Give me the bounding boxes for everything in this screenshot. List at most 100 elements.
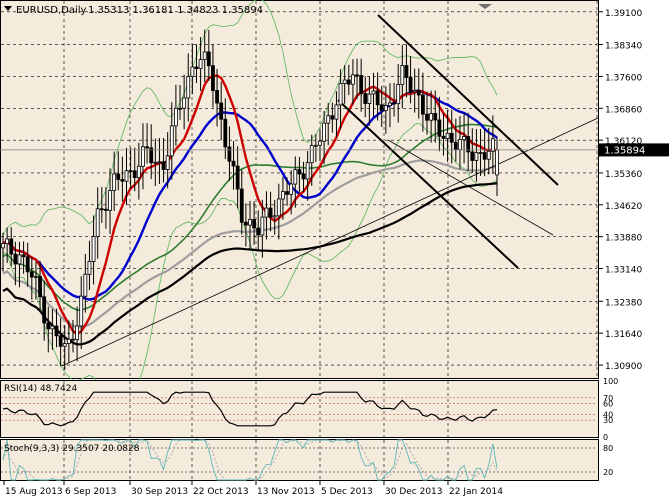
candle-body xyxy=(338,83,343,106)
time-tick-label: 30 Sep 2013 xyxy=(131,487,188,497)
candle-body xyxy=(305,162,310,180)
candle-body xyxy=(400,65,405,85)
candle-body xyxy=(289,183,294,195)
candle-body xyxy=(351,74,355,85)
candle-body xyxy=(367,93,372,104)
candle-body xyxy=(285,191,289,195)
window-title: EURUSD,Daily xyxy=(16,5,87,16)
candle-body xyxy=(264,207,269,218)
price-tick-label: 1.38340 xyxy=(605,42,642,52)
candle-body xyxy=(326,115,331,124)
candle-body xyxy=(495,149,499,176)
candle-body xyxy=(145,146,149,149)
candle-body xyxy=(231,160,236,167)
candle-body xyxy=(169,125,174,157)
candle-body xyxy=(281,191,285,200)
candle-body xyxy=(21,254,26,258)
candle-body xyxy=(342,79,347,84)
time-tick-label: 22 Oct 2013 xyxy=(193,487,249,497)
upper-band xyxy=(2,0,498,236)
candle-body xyxy=(153,161,158,164)
candle-body xyxy=(215,90,219,104)
candle-body xyxy=(412,89,417,93)
candle-body xyxy=(260,216,265,236)
time-tick-label: 13 Nov 2013 xyxy=(257,487,315,497)
candle-body xyxy=(182,97,187,109)
time-tick-label: 22 Jan 2014 xyxy=(449,487,503,497)
candle-body xyxy=(248,219,252,226)
candle-body xyxy=(363,93,368,104)
candle-body xyxy=(420,94,425,115)
stoch-main-line xyxy=(2,439,498,481)
candle-body xyxy=(429,113,434,121)
candle-body xyxy=(112,173,117,191)
candle-body xyxy=(165,155,170,170)
rsi-tick-label: 70 xyxy=(603,394,613,403)
candle-body xyxy=(355,74,359,77)
candle-body xyxy=(46,322,51,330)
candle-body xyxy=(478,152,483,154)
price-tick-label: 1.34620 xyxy=(605,202,642,212)
candle-body xyxy=(190,66,195,77)
rsi-tick-label: 0 xyxy=(603,433,608,442)
trend-lines xyxy=(61,14,599,367)
candle-body xyxy=(256,227,261,236)
candle-body xyxy=(388,102,392,107)
collapse-triangle-icon[interactable] xyxy=(4,6,12,11)
candle-body xyxy=(243,221,248,226)
candle-body xyxy=(239,188,244,223)
price-tick-label: 1.32380 xyxy=(605,298,642,308)
candle-body xyxy=(445,132,450,139)
candle-body xyxy=(227,146,232,162)
candle-body xyxy=(301,173,306,180)
scroll-shift-icon[interactable] xyxy=(478,4,492,9)
stoch-panel xyxy=(0,439,599,481)
candle-body xyxy=(441,135,446,139)
candle-body xyxy=(9,238,14,255)
time-tick-label: 5 Dec 2013 xyxy=(321,487,373,497)
candle-body xyxy=(50,325,55,330)
candle-body xyxy=(276,198,281,217)
candle-body xyxy=(371,90,376,95)
candle-body xyxy=(161,161,166,170)
stoch-levels xyxy=(1,440,597,480)
candle-body xyxy=(116,173,121,180)
candle-body xyxy=(54,325,59,337)
candle-body xyxy=(186,76,191,99)
candle-body xyxy=(470,151,475,161)
rsi-tick-label: 100 xyxy=(603,377,618,386)
candle-body xyxy=(17,254,22,265)
price-tick-label: 1.37600 xyxy=(605,73,642,83)
candle-body xyxy=(462,136,466,141)
candle-body xyxy=(1,243,5,249)
candle-body xyxy=(297,169,302,175)
candle-body xyxy=(75,325,79,340)
price-tick-label: 1.39100 xyxy=(605,9,642,19)
candle-body xyxy=(62,343,67,347)
candle-body xyxy=(95,208,100,237)
candle-body xyxy=(486,150,491,160)
candle-body xyxy=(490,138,495,152)
candle-body xyxy=(416,89,421,96)
rsi-line xyxy=(2,391,498,427)
candle-body xyxy=(466,136,471,153)
candle-body xyxy=(5,238,10,244)
candle-body xyxy=(359,75,364,94)
candle-body xyxy=(198,59,203,69)
candle-body xyxy=(202,51,207,60)
rsi-tick-label: 40 xyxy=(603,411,613,420)
stoch-label: Stoch(9,3,3) 29.3507 20.0828 xyxy=(4,444,140,454)
ohlc-readout: 1.35313 1.36181 1.34823 1.35894 xyxy=(88,5,263,16)
candle-body xyxy=(379,104,384,111)
time-tick-label: 30 Dec 2013 xyxy=(385,487,443,497)
candle-body xyxy=(157,161,162,164)
candle-body xyxy=(91,236,96,262)
rsi-tick-label: 60 xyxy=(603,399,613,408)
candle-body xyxy=(108,190,112,211)
candle-body xyxy=(272,215,277,218)
candle-body xyxy=(437,119,442,137)
candle-body xyxy=(173,107,178,127)
candle-body xyxy=(25,256,30,273)
